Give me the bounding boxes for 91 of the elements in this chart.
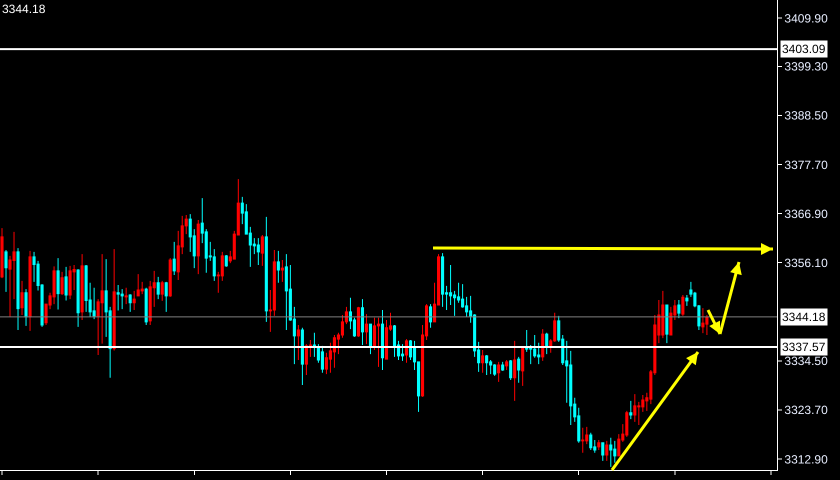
candlestick — [513, 340, 516, 402]
candlestick — [481, 350, 484, 374]
candlestick — [509, 360, 512, 380]
candlestick — [144, 287, 148, 326]
candlestick — [160, 280, 164, 302]
candlestick — [332, 334, 336, 368]
candlestick — [24, 288, 28, 326]
candlestick — [605, 440, 608, 462]
candlestick — [172, 241, 176, 276]
candlestick — [164, 281, 168, 312]
annotation: 3344.18 — [2, 2, 46, 16]
candlestick — [581, 427, 584, 454]
candlestick — [128, 294, 132, 312]
candlestick — [64, 266, 68, 301]
candlestick — [609, 437, 612, 468]
y-tick-label: 3388.50 — [784, 108, 828, 123]
y-tick-label: 3377.70 — [784, 158, 828, 172]
candlestick — [400, 344, 404, 362]
candlestick — [597, 440, 600, 450]
candlestick — [124, 287, 128, 305]
candlestick — [156, 276, 160, 300]
candlestick — [613, 440, 616, 464]
candlestick — [84, 264, 88, 312]
candlestick — [52, 266, 56, 305]
candlestick — [392, 324, 396, 358]
candlestick — [20, 280, 24, 316]
candlestick — [276, 250, 280, 284]
candlestick — [633, 394, 636, 422]
candlestick — [320, 345, 324, 374]
y-tick-label: 3356.10 — [784, 256, 828, 270]
candlestick — [68, 265, 72, 300]
candlestick — [665, 304, 668, 344]
y-tick-label: 3334.50 — [784, 354, 828, 368]
candlestick — [541, 328, 544, 362]
candlestick — [28, 250, 32, 332]
candlestick — [0, 228, 4, 279]
candlestick — [136, 274, 140, 296]
y-tick-label: 3312.90 — [784, 452, 828, 466]
candlestick — [497, 361, 500, 382]
candlestick — [196, 220, 200, 275]
candlestick — [4, 250, 8, 292]
candlestick — [132, 290, 136, 310]
candlestick — [521, 346, 524, 386]
candlestick — [589, 432, 592, 450]
y-tick-label: 3399.30 — [784, 60, 828, 74]
candlestick — [300, 327, 304, 386]
candlestick — [56, 258, 60, 310]
candlestick — [429, 304, 432, 328]
y-tick-label: 3366.90 — [784, 206, 828, 221]
candlestick — [168, 258, 172, 298]
candlestick — [60, 271, 64, 296]
candlestick — [80, 254, 84, 320]
candlestick — [629, 400, 632, 420]
candlestick — [284, 254, 288, 330]
candlestick — [376, 317, 380, 368]
candlestick — [545, 332, 548, 355]
candlestick — [360, 298, 364, 346]
candlestick — [661, 290, 664, 339]
candlestick — [312, 332, 316, 358]
candlestick — [685, 294, 688, 306]
candlestick — [16, 248, 20, 330]
candlestick — [364, 314, 368, 345]
candlestick — [280, 260, 284, 282]
candlestick — [356, 306, 360, 338]
candlestick — [493, 364, 496, 376]
ref-line-label: 3337.57 — [782, 340, 826, 354]
candlestick — [681, 294, 684, 316]
candlestick — [485, 354, 488, 376]
candlestick — [601, 442, 604, 462]
y-tick-label: 3323.70 — [784, 403, 828, 418]
candlestick — [501, 361, 504, 372]
candlestick — [112, 248, 116, 351]
candlestick — [120, 288, 124, 310]
candlestick — [296, 324, 300, 360]
candlestick — [116, 284, 120, 311]
ref-line-label: 3403.09 — [782, 42, 826, 56]
candlestick — [76, 268, 80, 328]
candlestick — [380, 310, 384, 370]
candlestick — [701, 308, 704, 334]
candlestick — [441, 252, 444, 308]
candlestick — [505, 360, 508, 370]
candlestick — [368, 324, 372, 355]
candlestick — [224, 254, 228, 268]
candlestick — [256, 238, 260, 266]
candlestick — [264, 216, 268, 322]
candlestick — [677, 300, 680, 319]
ref-line-label: 3344.18 — [782, 310, 826, 324]
y-tick-label: 3409.90 — [784, 11, 828, 26]
candlestick — [304, 344, 308, 376]
candlestick — [260, 234, 264, 266]
candlestick — [517, 356, 520, 384]
